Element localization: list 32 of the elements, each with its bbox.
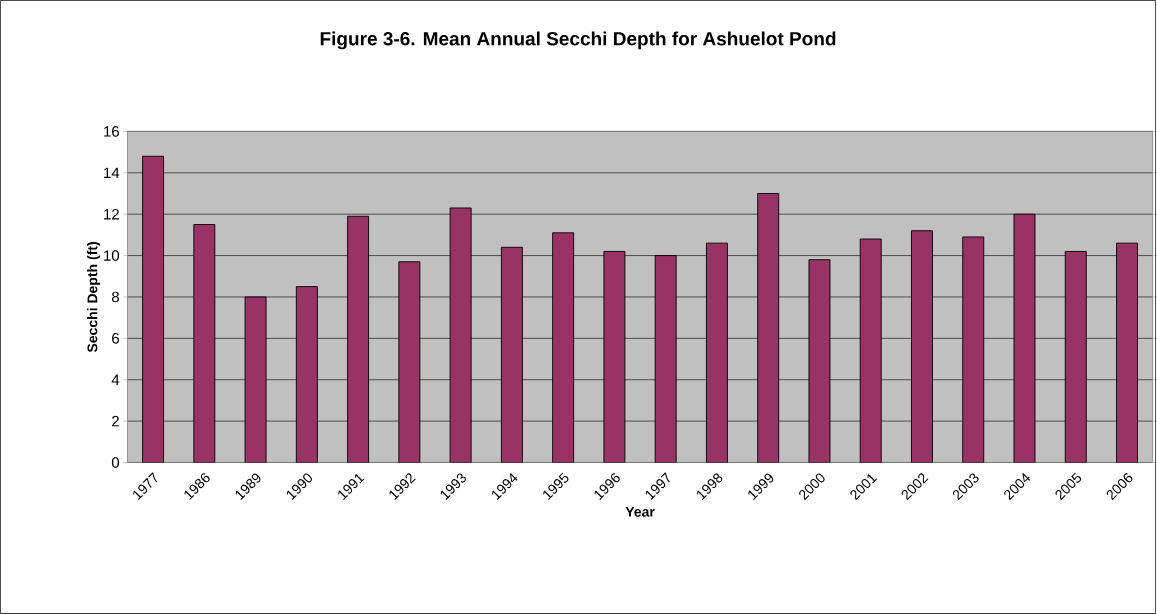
y-tick-label: 6 [112,333,119,344]
bar [808,259,831,463]
y-axis-title: Secchi Depth (ft) [87,242,101,353]
y-tick-label: 4 [111,374,120,385]
bar [398,261,421,463]
bar [244,296,267,463]
bar [1013,213,1036,463]
bar [552,232,575,463]
y-tick-label: 0 [111,457,120,468]
x-axis-title: Year [625,507,655,517]
bar [295,286,318,463]
y-tick-label: 12 [104,208,119,220]
bar [500,246,523,463]
y-tick-label: 8 [111,291,119,303]
bar [654,255,677,463]
y-tick-label: 14 [104,167,120,178]
y-tick-label: 2 [112,415,119,427]
bar [449,207,472,463]
bar [962,236,985,463]
bar [859,238,882,463]
y-tick-label: 10 [104,250,120,261]
chart-title: Figure 3-6. Mean Annual Secchi Depth for Ashuelot Pond [320,31,836,50]
bar [1064,251,1087,463]
bar [193,224,216,463]
bar [911,230,933,463]
bar [347,215,370,463]
bar [142,155,165,463]
y-tick-label: 16 [104,126,119,137]
bar [603,251,626,463]
bar [705,242,728,463]
bar [1116,242,1138,463]
bar [757,193,780,463]
